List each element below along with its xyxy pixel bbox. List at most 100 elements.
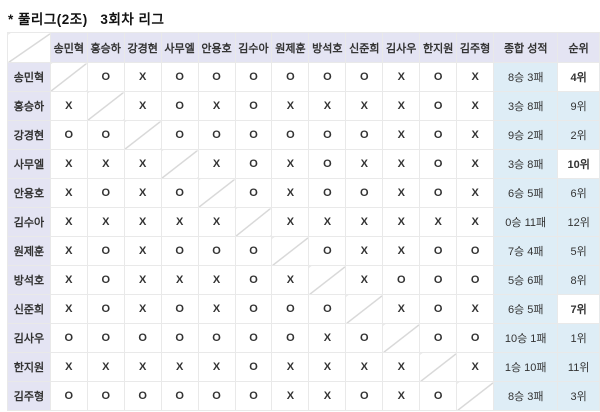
result-cell: X xyxy=(123,352,162,382)
result-cell: O xyxy=(86,236,125,266)
result-cell: X xyxy=(382,62,421,92)
column-header: 홍승하 xyxy=(86,32,125,63)
result-cell xyxy=(123,120,162,150)
result-cell xyxy=(271,236,310,266)
row-header: 한지원 xyxy=(7,352,51,382)
record-column-header: 종합 성적 xyxy=(493,32,559,63)
result-cell: X xyxy=(382,236,421,266)
result-cell: O xyxy=(160,62,199,92)
rank-column-header: 순위 xyxy=(557,32,600,63)
result-cell: O xyxy=(419,149,458,179)
result-cell: O xyxy=(419,294,458,324)
row-header: 김사우 xyxy=(7,323,51,353)
row-header: 안용호 xyxy=(7,178,51,208)
result-cell: X xyxy=(197,352,236,382)
result-cell: O xyxy=(456,236,495,266)
result-cell: X xyxy=(382,294,421,324)
table-row: 송민혁 O X O O O O O O X O X 8승 3패 4위 xyxy=(7,62,600,92)
result-cell: O xyxy=(308,178,347,208)
result-cell: O xyxy=(234,120,273,150)
result-cell: X xyxy=(456,62,495,92)
result-cell: X xyxy=(308,381,347,411)
table-head: 송민혁 홍승하 강경현 사무엘 안용호 김수아 원제훈 방석호 신준희 김사우 한지원 김주형 종합 성… xyxy=(7,32,600,63)
record-cell: 6승 5패 xyxy=(493,178,559,208)
result-cell: X xyxy=(345,149,384,179)
record-cell: 3승 8패 xyxy=(493,149,559,179)
column-header: 사무엘 xyxy=(160,32,199,63)
rank-cell: 5위 xyxy=(557,236,600,266)
result-cell: X xyxy=(123,149,162,179)
result-cell: X xyxy=(382,91,421,121)
result-cell: X xyxy=(345,265,384,295)
rank-cell: 2위 xyxy=(557,120,600,150)
result-cell: O xyxy=(271,294,310,324)
result-cell: O xyxy=(234,149,273,179)
record-cell: 1승 10패 xyxy=(493,352,559,382)
table-row: 사무엘 X X X X O X O X X O X 3승 8패 10위 xyxy=(7,149,600,179)
table-row: 홍승하 X X O X O X X X X O X 3승 8패 9위 xyxy=(7,91,600,121)
result-cell: O xyxy=(234,178,273,208)
result-cell: O xyxy=(345,62,384,92)
result-cell xyxy=(382,323,421,353)
result-cell: O xyxy=(86,381,125,411)
result-cell: O xyxy=(123,381,162,411)
result-cell: X xyxy=(271,149,310,179)
result-cell: O xyxy=(271,62,310,92)
result-cell: O xyxy=(86,178,125,208)
rank-cell: 11위 xyxy=(557,352,600,382)
result-cell: O xyxy=(382,265,421,295)
result-cell: X xyxy=(456,91,495,121)
row-header: 김수아 xyxy=(7,207,51,237)
result-cell: O xyxy=(456,265,495,295)
result-cell: X xyxy=(49,236,88,266)
result-cell: O xyxy=(271,120,310,150)
table-row: 강경현 O O O O O O O O X O X 9승 2패 2위 xyxy=(7,120,600,150)
result-cell: X xyxy=(456,207,495,237)
result-cell: O xyxy=(234,265,273,295)
result-cell: O xyxy=(234,236,273,266)
row-header: 사무엘 xyxy=(7,149,51,179)
result-cell: O xyxy=(234,352,273,382)
rank-cell: 7위 xyxy=(557,294,600,324)
result-cell: O xyxy=(234,323,273,353)
result-cell: O xyxy=(160,178,199,208)
result-cell: X xyxy=(456,120,495,150)
row-header: 홍승하 xyxy=(7,91,51,121)
league-results-table: 송민혁 홍승하 강경현 사무엘 안용호 김수아 원제훈 방석호 신준희 김사우 한지원 김주형 종합 성… xyxy=(7,32,600,411)
result-cell: X xyxy=(197,207,236,237)
result-cell: O xyxy=(419,178,458,208)
rank-cell: 1위 xyxy=(557,323,600,353)
result-cell: X xyxy=(160,352,199,382)
result-cell: X xyxy=(382,149,421,179)
record-cell: 0승 11패 xyxy=(493,207,559,237)
result-cell: X xyxy=(123,178,162,208)
result-cell: X xyxy=(345,91,384,121)
result-cell: X xyxy=(382,178,421,208)
result-cell: X xyxy=(197,91,236,121)
result-cell: X xyxy=(271,381,310,411)
record-cell: 5승 6패 xyxy=(493,265,559,295)
result-cell: O xyxy=(308,236,347,266)
result-cell: X xyxy=(308,352,347,382)
result-cell: X xyxy=(123,207,162,237)
result-cell xyxy=(345,294,384,324)
column-header: 송민혁 xyxy=(49,32,88,63)
result-cell: X xyxy=(160,207,199,237)
column-header: 신준희 xyxy=(345,32,384,63)
table-row: 신준희 X O X O X O O O X O X 6승 5패 7위 xyxy=(7,294,600,324)
record-cell: 9승 2패 xyxy=(493,120,559,150)
result-cell: X xyxy=(49,149,88,179)
row-header: 신준희 xyxy=(7,294,51,324)
table-row: 한지원 X X X X X O X X X X X 1승 10패 11위 xyxy=(7,352,600,382)
result-cell: O xyxy=(197,120,236,150)
result-cell: O xyxy=(234,381,273,411)
result-cell: O xyxy=(123,323,162,353)
result-cell: O xyxy=(419,91,458,121)
record-cell: 8승 3패 xyxy=(493,381,559,411)
table-row: 방석호 X O X X X O X X O O O 5승 6패 8위 xyxy=(7,265,600,295)
record-cell: 7승 4패 xyxy=(493,236,559,266)
result-cell: O xyxy=(197,236,236,266)
table-body: 송민혁 O X O O O O O O X O X 8승 3패 4위 홍승하 X X O X O X X X X O X 3승 8패… xyxy=(7,62,600,411)
result-cell: X xyxy=(123,236,162,266)
result-cell: X xyxy=(271,178,310,208)
